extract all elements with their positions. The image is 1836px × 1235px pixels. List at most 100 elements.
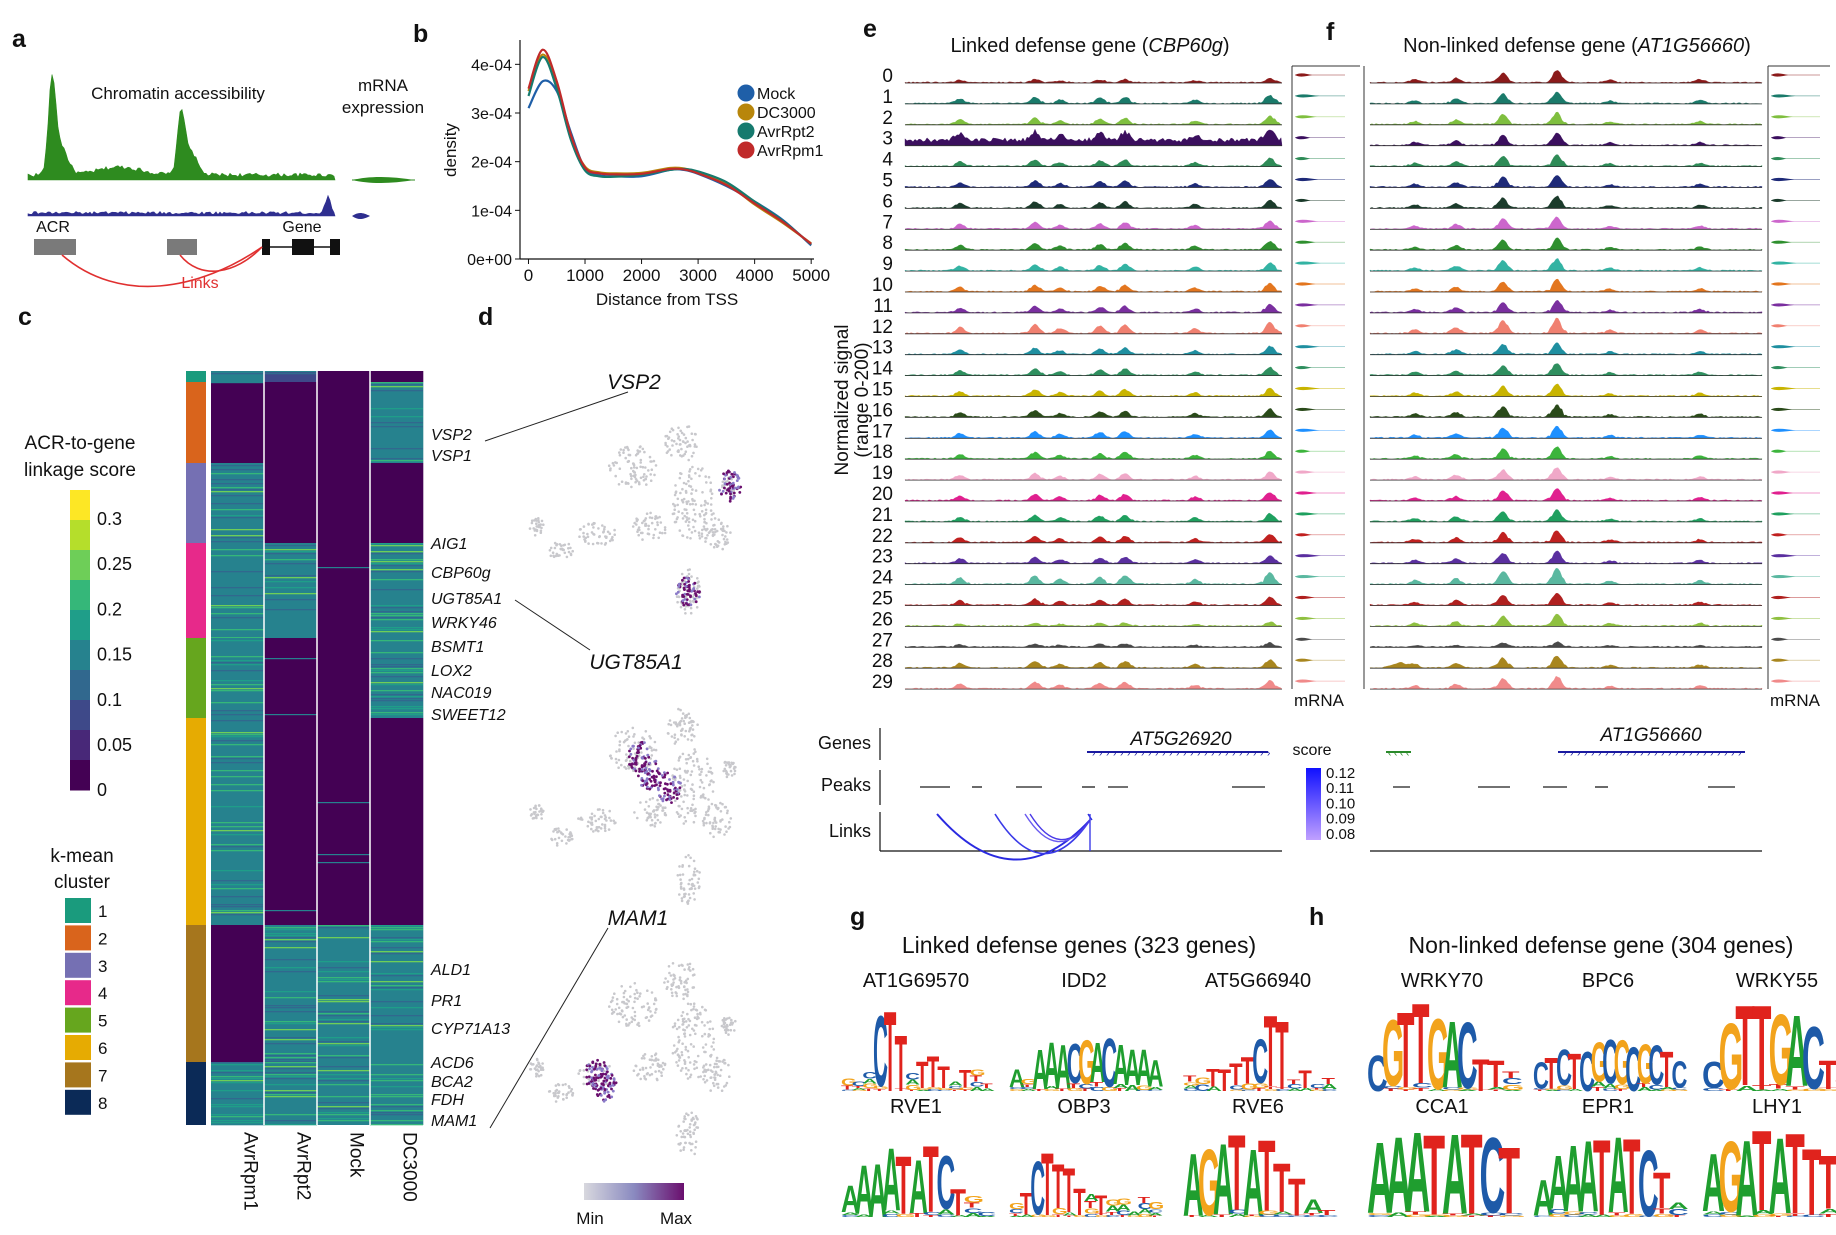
coverage-track-e (904, 596, 1283, 606)
heatmap-row-stripe (370, 1035, 423, 1037)
umap-point-ugt85a1 (687, 882, 690, 886)
umap-point-ugt85a1 (679, 729, 683, 732)
umap-point-mam1 (643, 1074, 646, 1078)
umap-point-vsp2 (703, 499, 707, 503)
umap-hot-point-ugt85a1 (662, 787, 666, 791)
motif-logo-g-3-letter: A (882, 1130, 901, 1229)
umap-point-ugt85a1 (608, 754, 612, 758)
umap-point-ugt85a1 (539, 807, 543, 810)
peaks-row-label: Peaks (821, 775, 871, 795)
gene-label-cyp71a13: CYP71A13 (431, 1021, 510, 1038)
gene-label-sweet12: SWEET12 (431, 707, 506, 724)
umap-point-mam1 (643, 1077, 647, 1080)
heatmap-row-stripe (370, 577, 423, 579)
cluster-swatch-6 (65, 1035, 91, 1060)
cluster-row-label-17: 17 (872, 421, 893, 442)
coverage-track-f (1369, 175, 1763, 188)
motif-name-h-3: CCA1 (1415, 1096, 1468, 1118)
gene-strand-arrow-f: › (1619, 748, 1622, 759)
score-colorbar-segment (70, 640, 90, 671)
motif-logo-g-0-letter: T (862, 1088, 875, 1092)
motif-logo-g-2-letter: T (1241, 1049, 1254, 1092)
coverage-track-e (904, 77, 1283, 84)
umap-hot-point-vsp2 (689, 603, 693, 607)
umap-point-vsp2 (696, 467, 700, 471)
heatmap-row-stripe (211, 495, 264, 497)
heatmap-row-stripe (317, 1102, 370, 1104)
umap-point-mam1 (702, 1066, 705, 1069)
umap-point-vsp2 (690, 454, 694, 458)
motif-logo-g-1-letter: A (1021, 1089, 1037, 1092)
umap-point-ugt85a1 (729, 817, 733, 820)
umap-point-ugt85a1 (683, 788, 686, 792)
heatmap-row-stripe (370, 1124, 423, 1126)
motif-logo-h-3-letter: A (1386, 1114, 1412, 1235)
umap-hot-point-ugt85a1 (634, 758, 638, 762)
umap-point-mam1 (687, 1113, 690, 1117)
umap-point-mam1 (537, 1074, 541, 1078)
umap-hot-point-ugt85a1 (637, 746, 640, 750)
umap-point-vsp2 (622, 451, 625, 455)
umap-point-mam1 (636, 997, 639, 1000)
umap-point-mam1 (682, 1120, 685, 1123)
umap-point-mam1 (647, 1019, 651, 1022)
umap-point-mam1 (691, 986, 695, 989)
motif-logo-g-1-letter: C (1067, 1033, 1083, 1096)
umap-point-vsp2 (676, 503, 679, 507)
motif-logo-g-0-letter: C (873, 996, 888, 1108)
umap-point-ugt85a1 (686, 806, 689, 810)
umap-point-ugt85a1 (702, 793, 705, 796)
motif-name-g-1: IDD2 (1061, 970, 1107, 992)
umap-point-ugt85a1 (648, 746, 651, 749)
umap-point-vsp2 (612, 464, 616, 467)
motif-logo-g-2-letter: A (1298, 1087, 1315, 1092)
umap-hot-point-vsp2 (730, 472, 734, 476)
umap-point-ugt85a1 (673, 767, 676, 771)
heatmap-row-stripe (317, 1070, 370, 1072)
heatmap-row-stripe (211, 914, 264, 916)
umap-point-ugt85a1 (721, 802, 724, 806)
heatmap-row-stripe (317, 1037, 370, 1039)
umap-hot-point-mam1 (590, 1080, 593, 1083)
heatmap-row-stripe (211, 690, 264, 692)
umap-hot-point-mam1 (608, 1082, 612, 1086)
heatmap-row-stripe (370, 640, 423, 642)
heatmap-row-stripe (211, 664, 264, 666)
motif-logo-g-2-letter: T (1321, 1076, 1334, 1085)
cluster-label-5: 5 (98, 1012, 107, 1031)
motif-logo-h-1-letter: T (1545, 1049, 1558, 1098)
umap-point-vsp2 (677, 595, 681, 599)
motif-logo-g-5-letter: C (1228, 1209, 1249, 1215)
gene-label-wrky46: WRKY46 (431, 615, 497, 632)
motif-logo-h-0-letter: T (1502, 1069, 1519, 1080)
umap-point-vsp2 (686, 440, 689, 443)
umap-point-ugt85a1 (701, 819, 705, 823)
heatmap-row-stripe (211, 1114, 264, 1116)
umap-point-mam1 (614, 1008, 617, 1011)
umap-point-vsp2 (689, 611, 693, 615)
umap-hot-point-vsp2 (687, 580, 690, 583)
motif-logo-g-0-letter: A (905, 1079, 920, 1087)
umap-point-mam1 (552, 1091, 555, 1095)
umap-point-mam1 (677, 1059, 681, 1062)
umap-point-mam1 (690, 1008, 693, 1012)
umap-point-mam1 (682, 985, 686, 989)
heatmap-row-stripe (211, 1116, 264, 1118)
umap-point-mam1 (712, 1081, 715, 1085)
umap-hot-point-ugt85a1 (654, 762, 658, 766)
umap-point-ugt85a1 (675, 811, 679, 814)
linked-gene-motifs: AT1G69570CTGGATCTGACTGCTTTTGACAGTCGTCGTT… (841, 970, 1339, 1235)
umap-hot-point-ugt85a1 (660, 797, 663, 801)
umap-point-ugt85a1 (722, 769, 725, 773)
motif-logo-h-0-letter: C (1382, 1085, 1403, 1089)
umap-hot-point-vsp2 (676, 590, 680, 594)
umap-point-ugt85a1 (649, 757, 652, 760)
mrna-title-line1: mRNA (358, 76, 409, 95)
motif-logo-g-4-letter: T (1063, 1154, 1076, 1225)
heatmap-block (370, 463, 424, 543)
umap-point-vsp2 (569, 553, 573, 557)
heatmap-row-stripe (370, 684, 423, 686)
umap-point-mam1 (650, 1058, 653, 1062)
umap-hot-point-vsp2 (681, 595, 685, 598)
